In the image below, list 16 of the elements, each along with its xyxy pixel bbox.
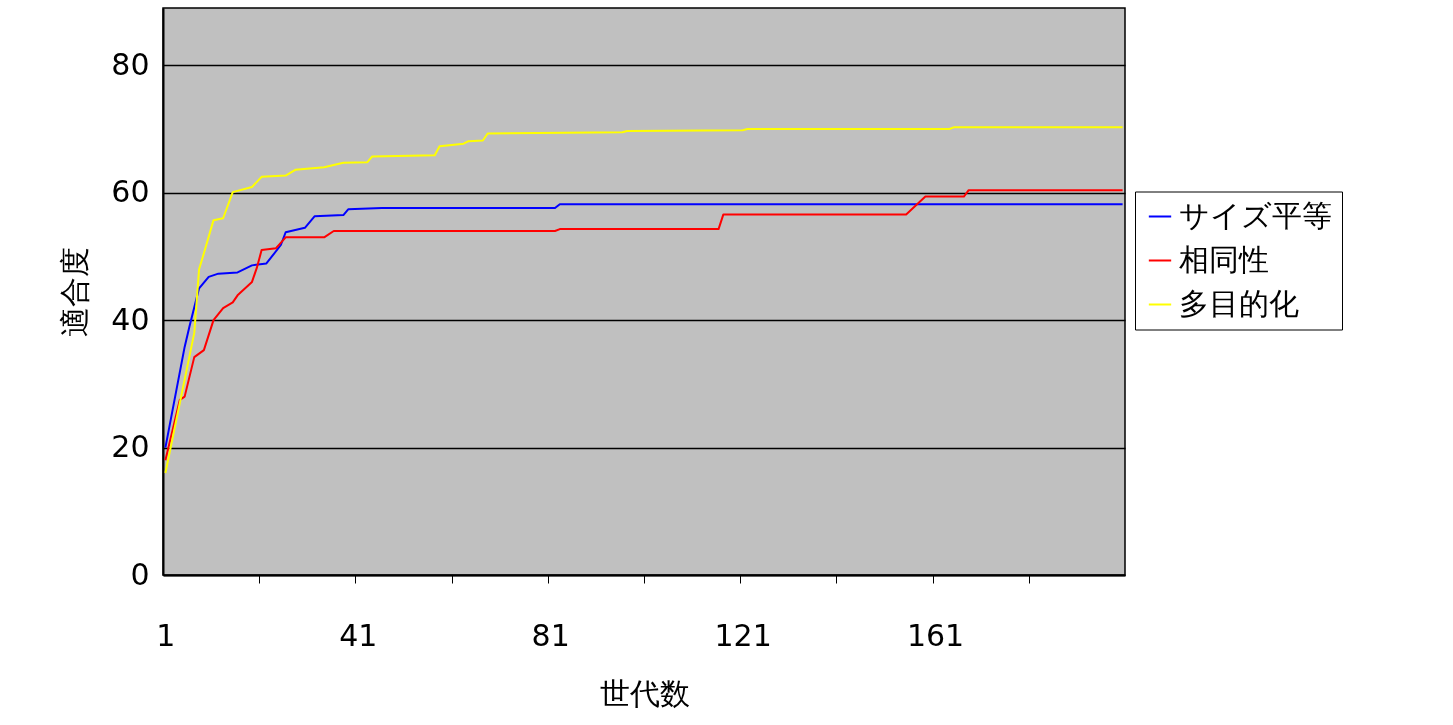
legend-label: 多目的化 <box>1179 285 1299 321</box>
line-series <box>164 126 1124 475</box>
y-tick-label: 20 <box>111 429 150 465</box>
y-tick-label: 0 <box>130 556 150 592</box>
y-tick-label: 60 <box>111 174 150 210</box>
x-axis-title: 世代数 <box>599 675 690 711</box>
x-tick-label: 161 <box>906 617 965 653</box>
x-tick-label: 41 <box>339 617 378 653</box>
x-tick-label: 121 <box>714 617 772 653</box>
legend-label: サイズ平等 <box>1179 197 1332 233</box>
y-axis-title: 適合度 <box>57 247 93 337</box>
y-tick-label: 80 <box>111 46 150 82</box>
legend-label: 相同性 <box>1179 241 1269 277</box>
x-tick-label: 1 <box>156 617 176 653</box>
x-tick-label: 81 <box>531 617 570 653</box>
y-tick-label: 40 <box>111 301 150 337</box>
